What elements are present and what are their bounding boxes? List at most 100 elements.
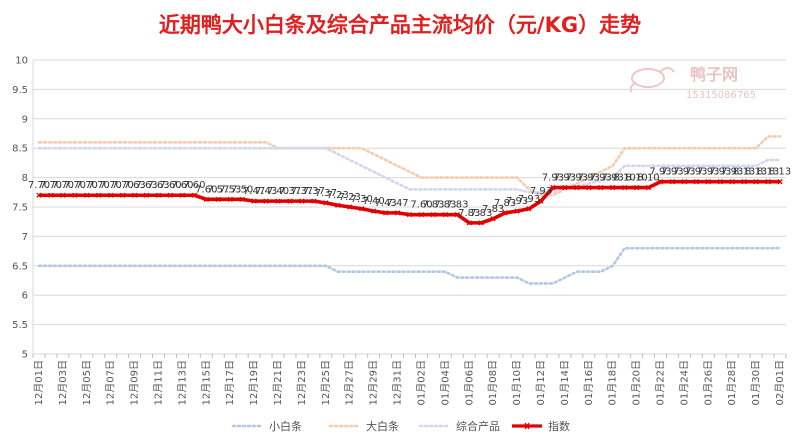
series-point-index [203, 196, 209, 203]
series-point-index [478, 220, 484, 226]
data-label: 7.63 [123, 180, 145, 191]
series-point-index [454, 211, 460, 218]
data-label: 7.60 [410, 200, 432, 211]
x-tick-label: 01月28日 [726, 360, 738, 405]
series-point-index [526, 206, 532, 212]
legend-marker [524, 422, 530, 430]
series-line-0 [37, 246, 782, 285]
data-label: 7.93 [518, 194, 540, 205]
data-label: 7.70 [28, 180, 50, 191]
data-label: 7.47 [386, 198, 408, 209]
x-tick-label: 01月26日 [702, 360, 714, 405]
series-point-index [442, 211, 449, 218]
y-tick-label: 5.5 [12, 320, 28, 331]
series-point-index [370, 208, 377, 214]
x-tick-label: 12月01日 [33, 360, 45, 405]
y-tick-label: 9 [22, 114, 28, 125]
data-label: 7.93 [554, 173, 576, 184]
series-point-index [717, 179, 723, 185]
series-point-index [143, 192, 150, 198]
series-point-index [179, 192, 186, 198]
data-label: 7.23 [339, 192, 361, 203]
chart-title: 近期鸭大小白条及综合产品主流均价（元/KG）走势 [159, 13, 641, 37]
y-tick-label: 8.5 [12, 144, 28, 155]
x-tick-label: 12月07日 [105, 360, 117, 405]
x-tick-label: 01月08日 [487, 360, 499, 405]
data-label: 7.93 [530, 186, 552, 197]
legend-label: 小白条 [269, 419, 302, 433]
data-label: 7.63 [135, 180, 157, 191]
series-point-index [84, 192, 90, 198]
data-label: 7.23 [327, 190, 349, 201]
series-point-index [538, 198, 544, 204]
series-point-index [239, 196, 245, 203]
data-label: 7.83 [470, 208, 492, 219]
series-point-index [490, 216, 496, 222]
watermark-duck-icon [629, 67, 675, 93]
data-label: 7.70 [100, 180, 122, 191]
series-point-index [645, 184, 652, 191]
series-point-index [502, 210, 508, 216]
data-label: 8.13 [745, 167, 767, 178]
x-tick-label: 02月01日 [774, 360, 786, 405]
data-label: 7.57 [207, 184, 229, 195]
legend: 小白条 大白条 综合产品 指数 [231, 419, 570, 433]
series-point-index [729, 179, 735, 185]
data-label: 7.70 [52, 180, 74, 191]
series-point-index [108, 192, 114, 198]
series-point-index [621, 184, 628, 191]
data-labels: 7.707.707.707.707.707.707.707.707.637.63… [28, 167, 791, 219]
series-point-index [741, 179, 747, 185]
data-label: 7.60 [171, 180, 193, 191]
series-point-index [562, 184, 568, 191]
data-label: 7.93 [685, 167, 707, 178]
series-point-index [215, 196, 221, 203]
x-tick-label: 01月12日 [535, 360, 547, 405]
data-label: 7.43 [255, 186, 277, 197]
y-tick-label: 7 [22, 232, 28, 243]
x-tick-label: 12月05日 [81, 360, 93, 405]
series-point-index [550, 184, 556, 191]
data-label: 7.60 [183, 180, 205, 191]
x-tick-label: 01月20日 [631, 360, 643, 405]
data-label: 8.10 [637, 173, 659, 184]
data-label: 7.70 [112, 180, 134, 191]
series-point-index [287, 198, 293, 204]
x-tick-label: 12月31日 [392, 360, 404, 405]
data-label: 7.93 [506, 196, 528, 207]
x-tick-label: 12月27日 [344, 360, 356, 405]
data-label: 8.10 [614, 173, 636, 184]
data-label: 7.93 [661, 167, 683, 178]
data-label: 7.37 [303, 186, 325, 197]
x-tick-label: 01月06日 [463, 360, 475, 405]
series-point-index [36, 192, 42, 198]
series-point-index [514, 208, 520, 214]
data-label: 7.47 [243, 186, 265, 197]
series-line-1 [37, 135, 782, 197]
x-tick-label: 12月25日 [320, 360, 332, 405]
y-tick-label: 5 [22, 350, 28, 361]
data-label: 7.93 [721, 167, 743, 178]
x-tick-label: 12月13日 [176, 360, 188, 405]
y-tick-label: 10 [15, 56, 28, 67]
series-point-index [359, 206, 365, 212]
series-point-index [406, 211, 413, 218]
data-label: 7.43 [374, 198, 396, 209]
data-label: 7.60 [159, 180, 181, 191]
data-label: 7.93 [542, 173, 564, 184]
data-label: 7.83 [422, 200, 444, 211]
data-label: 7.40 [363, 196, 385, 207]
legend-label: 综合产品 [456, 419, 500, 433]
y-tick-label: 7.5 [12, 203, 28, 214]
series-point-index [705, 179, 711, 185]
axes: 5 5.5 6 6.5 7 7.5 8 8.5 9 9.5 10 12月01日 12月03日 12月05日… [12, 56, 787, 405]
series-point-index [466, 220, 472, 226]
series-point-index [347, 204, 353, 210]
legend-label: 指数 [548, 419, 570, 433]
series-point-index [598, 184, 604, 191]
series-point-index [323, 200, 329, 206]
x-tick-label: 12月15日 [200, 360, 212, 405]
series [36, 135, 783, 285]
series-point-index [311, 198, 317, 204]
